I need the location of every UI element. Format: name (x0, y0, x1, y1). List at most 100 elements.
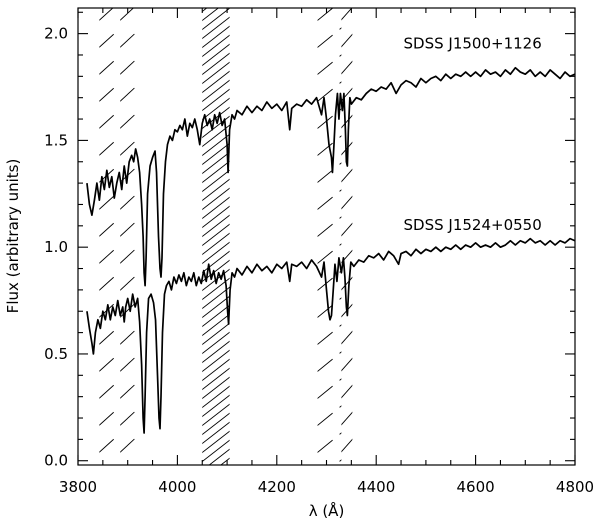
hatch-line (99, 191, 118, 210)
hatch-line (99, 83, 118, 102)
hatch-line (341, 357, 353, 372)
hatch-line (202, 358, 230, 382)
hatch-line (202, 322, 230, 346)
hatch-line (202, 79, 230, 103)
hatch-line (200, 484, 231, 508)
hatch-line (120, 84, 138, 102)
spectrum-line-1 (86, 66, 575, 287)
hatch-line (317, 108, 342, 129)
hatch-line (120, 30, 138, 48)
x-tick-label: 4400 (357, 478, 395, 496)
hatch-line (341, 384, 353, 399)
hatch-line (120, 111, 138, 129)
hatch-line (317, 216, 342, 237)
hatch-line (120, 381, 138, 399)
hatch-line (202, 214, 230, 238)
x-tick-label: 4600 (457, 478, 495, 496)
hatch-line (200, 475, 231, 499)
x-tick-label: 4000 (158, 478, 196, 496)
hatch-line (317, 243, 342, 264)
hatch-line (202, 412, 230, 436)
hatch-line (317, 405, 342, 426)
hatch-line (317, 378, 342, 399)
hatch-line (341, 141, 353, 156)
hatch-line (200, 0, 231, 4)
hatch-line (200, 502, 231, 526)
hatch-line (341, 276, 353, 291)
hatch-line (202, 187, 230, 211)
hatch-line (120, 8, 135, 21)
y-axis-title: Flux (arbitrary units) (4, 159, 22, 314)
hatch-line (97, 488, 119, 508)
hatch-line (202, 394, 230, 418)
hatched-region (118, 8, 139, 508)
hatch-line (120, 354, 138, 372)
hatch-line (200, 493, 231, 517)
hatch-line (202, 430, 230, 454)
hatch-line (202, 151, 230, 175)
hatch-line (202, 8, 208, 13)
hatch-line (99, 110, 118, 129)
y-tick-label: 1.0 (44, 238, 68, 256)
hatch-line (341, 33, 353, 48)
hatch-line (202, 16, 230, 40)
hatch-line (202, 205, 230, 229)
hatch-line (341, 249, 353, 264)
hatch-line (202, 8, 230, 31)
hatch-line (99, 380, 118, 399)
spectrum-line-2 (86, 237, 575, 434)
hatch-line (99, 29, 118, 48)
hatch-line (202, 439, 230, 463)
hatch-line (341, 195, 353, 210)
hatch-line (99, 245, 118, 264)
hatch-line (202, 367, 230, 391)
hatch-line (99, 218, 118, 237)
star-name-label: SDSS J1500+1126 (404, 35, 542, 53)
hatch-line (118, 488, 139, 508)
hatch-line (341, 168, 353, 183)
hatch-line (317, 324, 342, 345)
hatch-line (99, 272, 118, 291)
hatch-line (202, 403, 230, 427)
hatch-line (202, 304, 230, 328)
axis-ticks: 3800 4000 4200 4400 4600 4800 0.0 0.5 1.0 1.5 2.0 (44, 8, 594, 496)
hatch-line (202, 250, 230, 274)
hatch-line (99, 407, 118, 426)
hatched-regions (97, 0, 353, 526)
y-tick-label: 0.0 (44, 452, 68, 470)
hatch-line (120, 435, 138, 453)
hatch-line (317, 297, 342, 318)
y-tick-label: 1.5 (44, 131, 68, 149)
hatch-line (200, 466, 231, 490)
hatch-line (202, 421, 230, 445)
y-tick-label: 0.5 (44, 345, 68, 363)
hatch-line (202, 178, 230, 202)
hatch-line (341, 114, 353, 129)
hatch-line (99, 353, 118, 372)
y-tick-label: 2.0 (44, 25, 68, 43)
x-tick-label: 3800 (59, 478, 97, 496)
hatch-line (317, 351, 342, 372)
hatch-line (202, 277, 230, 301)
hatch-line (120, 273, 138, 291)
hatch-line (99, 326, 118, 345)
hatch-line (114, 461, 118, 465)
hatch-line (99, 137, 118, 156)
hatch-line (202, 196, 230, 220)
hatch-line (202, 52, 230, 76)
hatch-line (202, 43, 230, 67)
hatch-line (120, 165, 138, 183)
hatch-line (317, 189, 342, 210)
hatch-line (317, 54, 342, 75)
hatch-line (99, 56, 118, 75)
hatch-line (202, 8, 220, 22)
hatch-line (202, 115, 230, 139)
hatch-line (202, 340, 230, 364)
hatch-line (202, 241, 230, 265)
hatch-line (134, 462, 138, 465)
hatch-line (99, 434, 118, 453)
hatch-line (220, 457, 230, 465)
hatch-line (202, 349, 230, 373)
hatch-line (202, 160, 230, 184)
hatch-line (202, 70, 230, 94)
